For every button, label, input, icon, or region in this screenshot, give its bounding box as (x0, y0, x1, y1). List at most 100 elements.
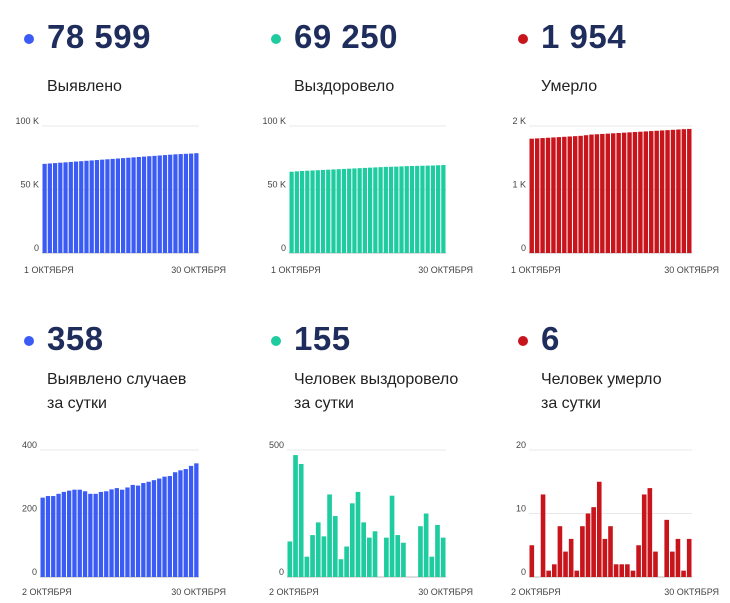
y-tick-label: 50 K (20, 180, 39, 190)
bar (310, 170, 315, 253)
bar (399, 166, 404, 253)
y-tick-label: 2 K (512, 116, 526, 126)
bar (146, 481, 151, 577)
panel-daily-cases: 358 Выявлено случаев за сутки (0, 302, 243, 602)
bar (45, 496, 51, 577)
bar (361, 522, 366, 577)
bar (404, 166, 409, 253)
bar (632, 132, 638, 253)
y-tick-label: 0 (281, 243, 286, 253)
bar (529, 138, 534, 253)
bar (591, 507, 596, 577)
bar (305, 170, 310, 253)
bar (58, 162, 63, 253)
bar (568, 538, 574, 577)
bar (89, 160, 94, 253)
bar (56, 493, 61, 577)
y-tick-label: 0 (32, 567, 37, 577)
x-tick-label: 2 ОКТЯБРЯ (511, 587, 561, 597)
daily-deaths-label: Человек умерло за сутки (541, 371, 662, 412)
bar (310, 535, 315, 577)
panel-daily-deaths: 6 Человек умерло за сутки (494, 302, 730, 602)
bar (141, 483, 146, 577)
bar (304, 556, 310, 577)
bar (585, 513, 591, 577)
x-tick-label: 30 ОКТЯБРЯ (418, 265, 473, 275)
bar (436, 165, 441, 253)
bar (583, 135, 589, 253)
bar (409, 166, 415, 253)
bar (331, 169, 336, 253)
y-tick-label: 0 (521, 243, 526, 253)
bar (580, 526, 585, 577)
bar (372, 531, 378, 577)
bar (654, 130, 659, 253)
bar (68, 161, 73, 253)
bar (100, 159, 105, 253)
bar (670, 551, 675, 577)
bar (299, 170, 305, 253)
bar (67, 490, 72, 577)
bar (125, 487, 130, 577)
bar (596, 481, 602, 577)
bar (621, 132, 627, 253)
bar (641, 494, 647, 577)
bar (619, 564, 625, 577)
bar (675, 538, 681, 577)
bar (425, 165, 430, 253)
bar (293, 455, 298, 577)
bar (347, 168, 352, 253)
bar (157, 155, 162, 253)
daily-cases-label: Выявлено случаев за сутки (47, 371, 187, 412)
bar (152, 155, 157, 253)
bar (98, 491, 104, 577)
bar (104, 491, 109, 577)
bar (77, 489, 82, 577)
daily-recovered-label: Человек выздоровело за сутки (294, 371, 459, 412)
bar (636, 545, 641, 577)
bar (441, 165, 446, 253)
bar (562, 136, 567, 253)
total-cases-label: Выявлено (47, 78, 122, 95)
x-tick-label: 2 ОКТЯБРЯ (269, 587, 319, 597)
bar (167, 476, 172, 577)
x-tick-label: 30 ОКТЯБРЯ (664, 265, 719, 275)
bar (600, 133, 605, 253)
bar (659, 130, 665, 253)
total-recovered-dot (271, 34, 281, 44)
y-tick-label: 100 K (15, 116, 39, 126)
bar (173, 154, 178, 253)
bar (686, 538, 692, 577)
bar (608, 526, 613, 577)
bar (189, 153, 194, 253)
bar (183, 153, 189, 253)
bar (420, 165, 425, 253)
bar (384, 537, 389, 577)
total-deaths-dot (518, 34, 528, 44)
bar (388, 166, 394, 253)
bar (362, 167, 367, 253)
bar (194, 463, 199, 577)
bar (141, 156, 147, 253)
bar (105, 159, 110, 253)
bar (529, 545, 535, 577)
bar (357, 168, 362, 253)
bar (110, 158, 115, 253)
bar (435, 524, 440, 577)
bar (188, 465, 194, 578)
y-tick-label: 10 (516, 504, 526, 514)
bar (389, 495, 395, 577)
bar (88, 493, 93, 577)
y-tick-label: 100 K (262, 116, 286, 126)
bar (563, 551, 568, 577)
bar (321, 536, 327, 577)
bar (578, 135, 583, 253)
bar (395, 535, 401, 577)
bar (611, 133, 616, 253)
bar (178, 470, 183, 577)
bar (79, 161, 84, 253)
bar (418, 526, 423, 577)
bar (344, 546, 349, 577)
bar (294, 171, 299, 253)
bar (109, 489, 114, 577)
